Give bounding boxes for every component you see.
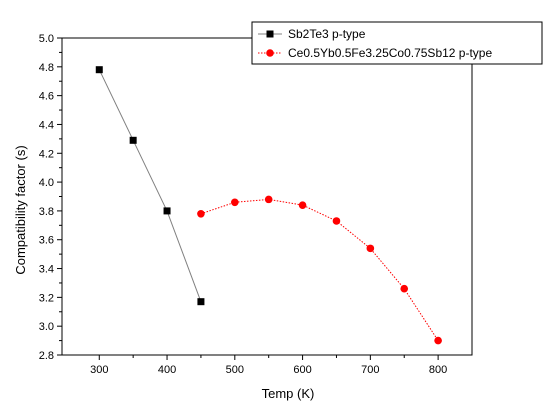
y-tick-label: 3.4 bbox=[39, 264, 54, 276]
data-point bbox=[332, 217, 341, 225]
y-axis-title: Compatibility factor (s) bbox=[13, 145, 28, 274]
x-axis-title: Temp (K) bbox=[262, 386, 315, 401]
y-tick-label: 3.8 bbox=[39, 206, 54, 218]
data-point bbox=[231, 198, 239, 207]
y-tick-label: 4.6 bbox=[39, 91, 54, 103]
data-point bbox=[400, 284, 409, 293]
y-tick-label: 2.8 bbox=[39, 350, 54, 362]
series-layer bbox=[95, 66, 442, 345]
y-tick-label: 3.0 bbox=[39, 321, 54, 333]
x-tick-label: 700 bbox=[361, 364, 379, 376]
x-tick-label: 500 bbox=[226, 364, 244, 376]
series-line bbox=[98, 69, 202, 302]
legend-label: Ce0.5Yb0.5Fe3.25Co0.75Sb12 p-type bbox=[288, 46, 492, 60]
series-1 bbox=[95, 66, 205, 306]
x-tick-label: 400 bbox=[158, 364, 176, 376]
series-line bbox=[200, 198, 439, 341]
y-tick-label: 3.2 bbox=[39, 292, 54, 304]
y-tick-label: 4.2 bbox=[39, 148, 54, 160]
data-point bbox=[366, 244, 375, 253]
y-tick-label: 3.6 bbox=[39, 235, 54, 247]
y-tick-label: 4.8 bbox=[39, 62, 54, 74]
data-point bbox=[434, 336, 442, 345]
legend-label: Sb2Te3 p-type bbox=[288, 27, 366, 41]
data-point bbox=[95, 66, 103, 74]
data-point bbox=[163, 207, 171, 215]
data-point bbox=[298, 201, 307, 209]
legend: Sb2Te3 p-type Ce0.5Yb0.5Fe3.25Co0.75Sb12 … bbox=[251, 21, 543, 65]
x-tick-label: 600 bbox=[293, 364, 311, 376]
x-tick-label: 300 bbox=[90, 364, 108, 376]
data-point bbox=[264, 195, 273, 204]
y-tick-label: 5.0 bbox=[39, 33, 54, 45]
y-tick-label: 4.0 bbox=[39, 177, 54, 189]
data-point bbox=[129, 136, 137, 144]
series-2 bbox=[197, 195, 442, 345]
legend-box bbox=[251, 21, 543, 65]
plot-axes: 300 400 500 600 700 800 2.8 3.0 3.2 3.4 3.6 3.8 4.0 4… bbox=[39, 33, 473, 376]
data-point bbox=[197, 298, 205, 306]
legend-marker bbox=[266, 49, 274, 57]
y-tick-label: 4.4 bbox=[39, 119, 54, 131]
x-tick-label: 800 bbox=[429, 364, 447, 376]
data-point bbox=[197, 209, 205, 218]
legend-marker bbox=[266, 30, 274, 38]
